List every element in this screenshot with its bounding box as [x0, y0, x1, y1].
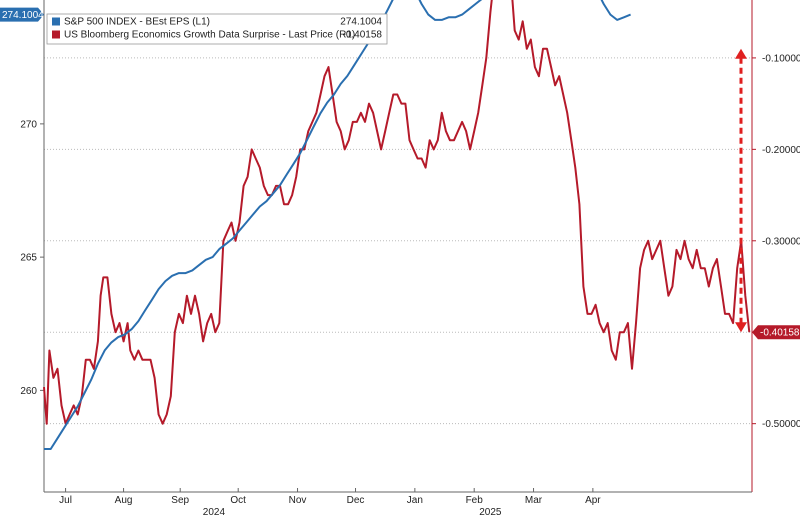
x-tick-label: Sep	[171, 495, 189, 506]
legend-swatch-eps	[52, 17, 60, 26]
legend-value-eps: 274.1004	[340, 17, 382, 28]
x-tick-label: Mar	[525, 495, 543, 506]
series-layer	[43, 0, 751, 450]
right-tick-label: -0.20000	[762, 145, 800, 156]
x-tick-label: Feb	[466, 495, 484, 506]
x-year-label: 2024	[203, 507, 226, 517]
x-axis: Jul Aug Sep Oct Nov Dec Jan Feb Mar Apr 2024 2025	[44, 488, 752, 517]
x-tick-label: Dec	[347, 495, 365, 506]
right-tick-label: -0.30000	[762, 236, 800, 247]
x-tick-label: Jul	[59, 495, 72, 506]
left-tick-label: 260	[20, 386, 37, 397]
arrow-head-down	[735, 322, 747, 333]
right-tick-label: -0.50000	[762, 419, 800, 430]
eps-series-line	[44, 0, 631, 450]
left-tick-label: 265	[20, 253, 37, 264]
x-year-label: 2025	[479, 507, 502, 517]
surprise-series-line	[43, 0, 751, 425]
legend-swatch-surprise	[52, 30, 60, 39]
legend: S&P 500 INDEX - BEst EPS (L1) 274.1004 US …	[46, 13, 388, 45]
x-tick-label: Nov	[289, 495, 307, 506]
left-axis: 260265270275	[20, 0, 45, 492]
legend-name-eps: S&P 500 INDEX - BEst EPS (L1)	[64, 17, 210, 28]
annotations: 274.1004 -0.40158	[0, 7, 800, 340]
surprise-last-value-label: -0.40158	[760, 328, 800, 339]
x-tick-label: Aug	[115, 495, 133, 506]
surprise-last-value-tag	[752, 325, 800, 340]
legend-name-surprise: US Bloomberg Economics Growth Data Surpr…	[64, 30, 355, 41]
arrow-head-up	[735, 48, 747, 59]
x-tick-label: Oct	[230, 495, 246, 506]
legend-value-surprise: -0.40158	[343, 30, 383, 41]
x-tick-label: Jan	[407, 495, 423, 506]
eps-last-value-tag	[0, 7, 44, 22]
legend-box	[46, 13, 388, 45]
eps-last-value-label: 274.1004	[2, 10, 44, 21]
x-tick-label: Apr	[585, 495, 601, 506]
right-tick-label: -0.10000	[762, 53, 800, 64]
left-tick-label: 270	[20, 119, 37, 130]
